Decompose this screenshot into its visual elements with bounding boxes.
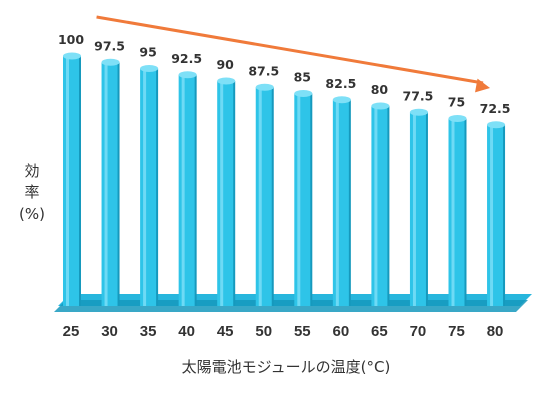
bar-body	[63, 56, 79, 306]
bar-cap	[217, 77, 236, 85]
data-label: 80	[371, 82, 389, 97]
x-tick-label: 25	[63, 323, 80, 340]
data-label: 90	[216, 57, 234, 72]
data-label: 95	[139, 45, 156, 60]
bar	[140, 65, 159, 306]
y-axis-title-line-3: (%)	[19, 205, 45, 223]
data-labels-layer: 100 97.5 95 92.5 90 87.5 85 82.5 80 77.5 75 72.5	[58, 32, 511, 116]
bar	[63, 52, 81, 306]
bar-body	[487, 124, 504, 306]
data-label: 72.5	[480, 101, 511, 116]
bar-cap	[101, 58, 120, 66]
bar-highlight	[104, 64, 108, 306]
bar-cap	[63, 52, 81, 60]
bar-highlight	[143, 70, 147, 306]
x-tick-label: 50	[255, 323, 272, 340]
bar-body	[178, 74, 195, 306]
x-tick-label: 45	[217, 323, 234, 340]
bar	[294, 90, 313, 306]
bar-highlight	[297, 95, 301, 306]
trend-arrow-line	[96, 15, 484, 85]
data-label: 92.5	[171, 51, 202, 66]
bar-highlight	[258, 89, 262, 306]
y-axis-title-line-1: 効	[24, 162, 39, 180]
bar-body	[101, 62, 118, 306]
x-tick-labels: 25 30 35 40 45 50 55 60 65 70 75 80	[63, 323, 504, 340]
bar	[217, 77, 236, 306]
bar-body	[448, 118, 465, 306]
x-tick-label: 55	[294, 323, 311, 340]
data-label: 87.5	[248, 63, 279, 78]
data-label: 75	[448, 95, 465, 110]
bar-body	[332, 99, 349, 306]
y-axis-title-line-2: 率	[24, 183, 39, 201]
x-tick-label: 30	[101, 323, 118, 340]
bar	[371, 102, 390, 306]
data-label: 85	[294, 70, 311, 85]
bar	[409, 108, 428, 306]
bar-cap	[178, 71, 197, 79]
x-tick-label: 35	[140, 323, 157, 340]
bar-highlight	[412, 114, 416, 306]
x-tick-label: 80	[487, 323, 504, 340]
bar-highlight	[181, 76, 185, 306]
bar-cap	[448, 115, 467, 122]
data-label: 82.5	[325, 76, 356, 91]
bar-body	[140, 68, 157, 306]
bar-cap	[487, 121, 506, 129]
data-label: 97.5	[94, 38, 125, 53]
bar-highlight	[490, 126, 494, 306]
bar-highlight	[335, 101, 339, 306]
bar-highlight	[66, 58, 69, 306]
bars-layer	[63, 52, 506, 306]
trend-arrow-head	[475, 78, 491, 93]
bar-cap	[140, 65, 159, 72]
x-tick-label: 65	[371, 323, 388, 340]
bar-body	[217, 81, 234, 306]
x-tick-label: 75	[448, 323, 465, 340]
bar	[178, 71, 197, 306]
bar-cap	[255, 83, 274, 91]
y-axis-title: 効 率 (%)	[19, 162, 45, 223]
x-tick-label: 70	[410, 323, 427, 340]
trend-arrow-layer	[96, 15, 491, 93]
bar-body	[409, 112, 426, 306]
bar-body	[294, 93, 311, 306]
bar	[448, 115, 467, 306]
bar-highlight	[220, 83, 224, 306]
x-tick-label: 60	[333, 323, 350, 340]
data-label: 100	[58, 32, 84, 47]
bar	[101, 58, 120, 306]
x-tick-label: 40	[178, 323, 195, 340]
bar-highlight	[451, 120, 455, 306]
bar-body	[371, 106, 388, 306]
bar-cap	[294, 90, 313, 97]
bar	[487, 121, 506, 306]
floor-front	[54, 300, 528, 312]
bar-cap	[409, 108, 428, 116]
x-axis-title: 太陽電池モジュールの温度(°C)	[182, 358, 391, 376]
bar-body	[255, 87, 272, 306]
bar	[255, 83, 274, 306]
bar	[332, 96, 351, 306]
bar-cap	[332, 96, 351, 104]
bar-cap	[371, 102, 390, 110]
data-label: 77.5	[403, 88, 434, 103]
bar-highlight	[374, 108, 378, 306]
